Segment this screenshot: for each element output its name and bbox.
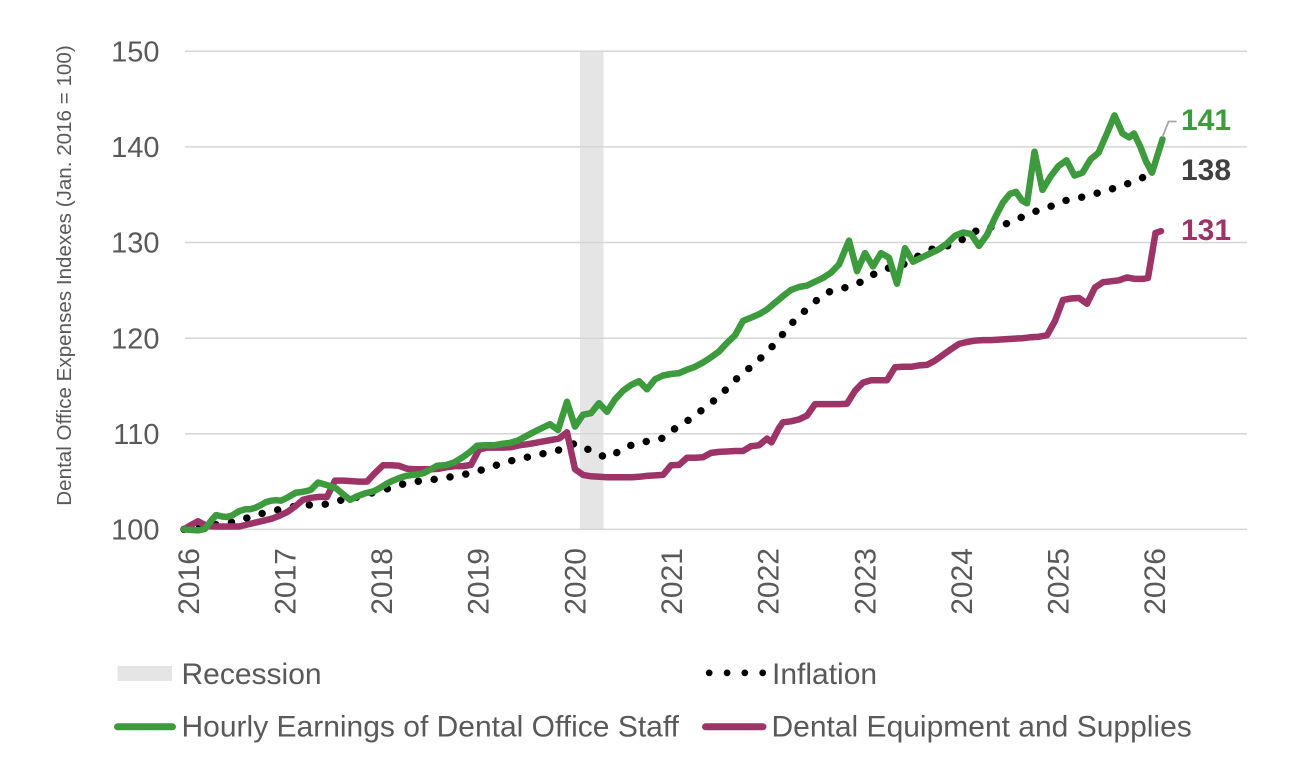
svg-text:Hourly Earnings of Dental Offi: Hourly Earnings of Dental Office Staff	[182, 711, 680, 744]
svg-text:140: 140	[111, 132, 159, 164]
svg-text:Recession: Recession	[182, 658, 322, 691]
svg-text:131: 131	[1181, 214, 1231, 247]
svg-text:2022: 2022	[753, 548, 786, 615]
svg-text:2018: 2018	[366, 548, 399, 615]
svg-text:138: 138	[1181, 154, 1231, 187]
svg-text:Dental Office Expenses Indexes: Dental Office Expenses Indexes (Jan. 201…	[53, 45, 76, 505]
svg-text:150: 150	[111, 37, 159, 69]
svg-text:130: 130	[111, 228, 159, 260]
svg-text:2024: 2024	[946, 548, 979, 615]
svg-text:2026: 2026	[1139, 548, 1172, 615]
svg-text:2017: 2017	[269, 548, 302, 615]
svg-text:2020: 2020	[559, 548, 592, 615]
svg-text:2025: 2025	[1043, 548, 1076, 615]
svg-text:Inflation: Inflation	[772, 658, 877, 691]
svg-text:2016: 2016	[173, 548, 206, 615]
svg-text:100: 100	[111, 515, 159, 547]
svg-text:110: 110	[113, 419, 159, 451]
svg-text:Dental Equipment and Supplies: Dental Equipment and Supplies	[772, 711, 1192, 744]
svg-text:2023: 2023	[849, 548, 882, 615]
svg-text:2021: 2021	[656, 548, 689, 615]
svg-text:120: 120	[111, 323, 159, 355]
svg-text:2019: 2019	[463, 548, 496, 615]
svg-text:141: 141	[1181, 104, 1231, 137]
